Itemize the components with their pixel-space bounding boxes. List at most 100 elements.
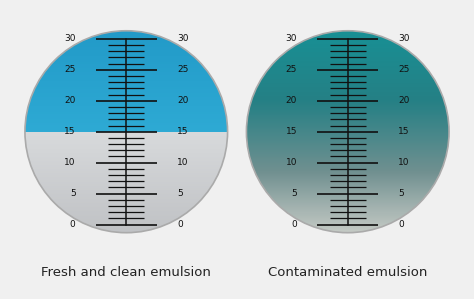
Polygon shape	[20, 136, 232, 137]
Text: 20: 20	[64, 96, 76, 105]
Polygon shape	[20, 186, 232, 187]
Polygon shape	[20, 134, 232, 135]
Polygon shape	[20, 143, 232, 144]
Text: 10: 10	[398, 158, 410, 167]
Polygon shape	[242, 153, 454, 154]
Polygon shape	[20, 95, 232, 96]
Polygon shape	[20, 170, 232, 171]
Polygon shape	[20, 182, 232, 183]
Polygon shape	[20, 113, 232, 114]
Polygon shape	[20, 100, 232, 101]
Text: 25: 25	[398, 65, 410, 74]
Polygon shape	[242, 213, 454, 214]
Polygon shape	[242, 85, 454, 86]
Polygon shape	[242, 146, 454, 147]
Polygon shape	[20, 156, 232, 157]
Polygon shape	[242, 174, 454, 175]
Polygon shape	[20, 167, 232, 168]
Polygon shape	[242, 103, 454, 104]
Polygon shape	[20, 111, 232, 112]
Text: 25: 25	[64, 65, 76, 74]
Polygon shape	[242, 219, 454, 221]
Polygon shape	[20, 90, 232, 91]
Polygon shape	[20, 116, 232, 117]
Polygon shape	[242, 34, 454, 35]
Polygon shape	[20, 91, 232, 92]
Polygon shape	[242, 58, 454, 59]
Polygon shape	[20, 35, 232, 36]
Polygon shape	[242, 202, 454, 203]
Polygon shape	[242, 125, 454, 126]
Polygon shape	[242, 176, 454, 177]
Polygon shape	[20, 79, 232, 80]
Polygon shape	[20, 86, 232, 87]
Polygon shape	[242, 141, 454, 142]
Polygon shape	[20, 61, 232, 62]
Polygon shape	[20, 231, 232, 232]
Polygon shape	[20, 117, 232, 118]
Polygon shape	[242, 183, 454, 184]
Polygon shape	[242, 210, 454, 211]
Polygon shape	[242, 232, 454, 233]
Polygon shape	[242, 111, 454, 112]
Polygon shape	[20, 60, 232, 61]
Polygon shape	[20, 226, 232, 227]
Text: 20: 20	[398, 96, 410, 105]
Polygon shape	[20, 218, 232, 219]
Polygon shape	[20, 190, 232, 191]
Polygon shape	[20, 145, 232, 146]
Polygon shape	[242, 172, 454, 173]
Polygon shape	[242, 82, 454, 83]
Polygon shape	[20, 174, 232, 175]
Text: 30: 30	[64, 34, 76, 43]
Polygon shape	[20, 38, 232, 39]
Polygon shape	[20, 65, 232, 66]
Polygon shape	[20, 106, 232, 107]
Polygon shape	[242, 189, 454, 190]
Polygon shape	[20, 208, 232, 209]
Polygon shape	[242, 100, 454, 101]
Polygon shape	[20, 67, 232, 68]
Polygon shape	[242, 42, 454, 43]
Polygon shape	[20, 49, 232, 50]
Polygon shape	[20, 180, 232, 181]
Polygon shape	[20, 124, 232, 125]
Text: 15: 15	[398, 127, 410, 136]
Polygon shape	[20, 78, 232, 79]
Polygon shape	[20, 66, 232, 67]
Polygon shape	[20, 178, 232, 179]
Polygon shape	[20, 138, 232, 139]
Polygon shape	[242, 143, 454, 144]
Polygon shape	[242, 41, 454, 42]
Polygon shape	[242, 80, 454, 81]
Polygon shape	[20, 192, 232, 193]
Polygon shape	[20, 50, 232, 51]
Polygon shape	[242, 185, 454, 186]
Polygon shape	[242, 166, 454, 167]
Polygon shape	[20, 43, 232, 44]
Polygon shape	[20, 229, 232, 230]
Text: 15: 15	[285, 127, 297, 136]
Polygon shape	[242, 78, 454, 79]
Polygon shape	[20, 107, 232, 108]
Polygon shape	[242, 118, 454, 119]
Polygon shape	[242, 214, 454, 216]
Text: 10: 10	[177, 158, 189, 167]
Polygon shape	[242, 73, 454, 74]
Polygon shape	[20, 220, 232, 221]
Polygon shape	[242, 224, 454, 225]
Polygon shape	[242, 225, 454, 226]
Polygon shape	[242, 151, 454, 152]
Polygon shape	[242, 39, 454, 40]
Polygon shape	[242, 175, 454, 176]
Polygon shape	[20, 197, 232, 198]
Polygon shape	[20, 183, 232, 184]
Polygon shape	[242, 170, 454, 171]
Polygon shape	[242, 226, 454, 227]
Polygon shape	[20, 126, 232, 127]
Polygon shape	[20, 32, 232, 33]
Polygon shape	[20, 104, 232, 105]
Polygon shape	[242, 120, 454, 122]
Polygon shape	[20, 127, 232, 128]
Polygon shape	[242, 177, 454, 178]
